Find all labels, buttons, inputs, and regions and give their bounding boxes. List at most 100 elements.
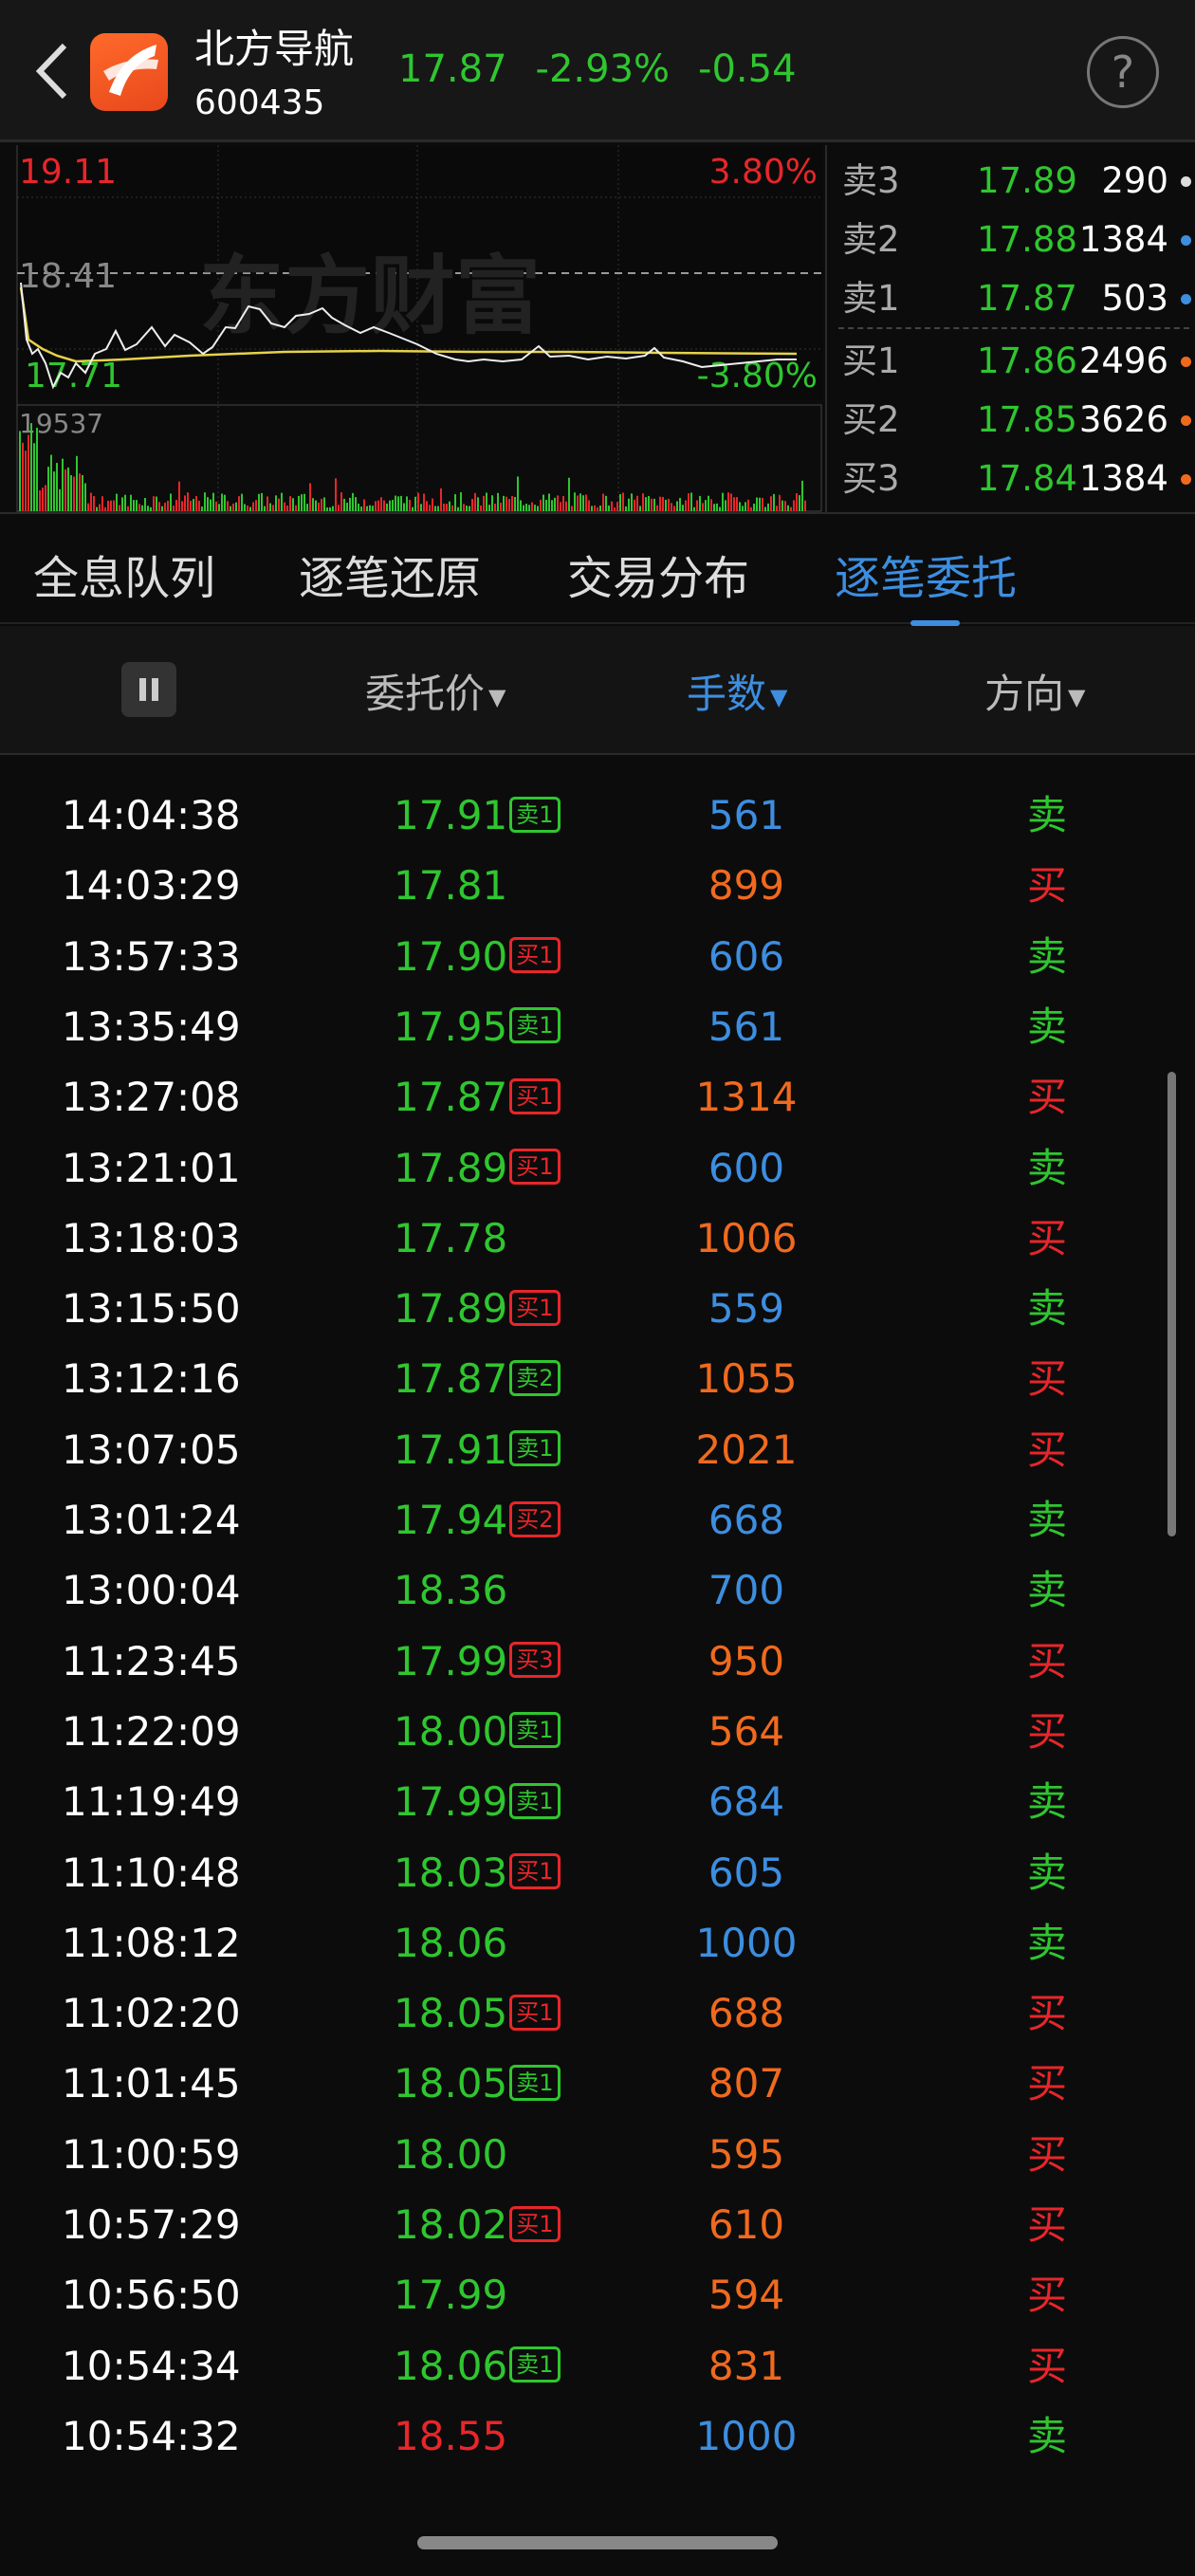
volume-bar bbox=[500, 502, 502, 511]
home-indicator[interactable] bbox=[417, 2536, 778, 2549]
volume-bar bbox=[249, 506, 251, 511]
tab-full-queue[interactable]: 全息队列 bbox=[33, 552, 216, 605]
volume-bar bbox=[745, 502, 746, 511]
order-price: 17.89 买1 bbox=[394, 1274, 561, 1344]
volume-bar bbox=[690, 492, 692, 511]
table-row[interactable]: 11:08:12 18.06 1000 卖 bbox=[0, 1908, 1186, 1978]
volume-bar bbox=[702, 503, 704, 511]
level-badge: 卖2 bbox=[509, 1359, 561, 1396]
table-row[interactable]: 14:04:38 17.91 卖1 561 卖 bbox=[0, 781, 1186, 851]
level-badge: 买1 bbox=[509, 1077, 561, 1114]
table-row[interactable]: 11:19:49 17.99 卖1 684 卖 bbox=[0, 1767, 1186, 1837]
level-badge: 卖1 bbox=[509, 2064, 561, 2101]
volume-bar bbox=[158, 502, 160, 511]
table-row[interactable]: 13:57:33 17.90 买1 606 卖 bbox=[0, 922, 1186, 992]
volume-bar bbox=[346, 503, 348, 511]
high-price-label: 19.11 bbox=[19, 153, 117, 192]
order-direction: 买 bbox=[1027, 2272, 1068, 2319]
order-qty: 610 bbox=[708, 2201, 785, 2248]
intraday-chart[interactable]: 东方财富 19.11 3.80% 18.41 17.71 -3.80% 1953… bbox=[0, 145, 823, 512]
table-row[interactable]: 10:56:50 17.99 594 买 bbox=[0, 2260, 1186, 2330]
order-qty: 594 bbox=[708, 2272, 785, 2319]
stock-code: 600435 bbox=[194, 83, 325, 122]
volume-bar bbox=[218, 504, 220, 511]
level-badge: 卖1 bbox=[509, 1782, 561, 1819]
order-time: 13:57:33 bbox=[62, 932, 241, 980]
table-row[interactable]: 13:18:03 17.78 1006 买 bbox=[0, 1204, 1186, 1274]
volume-bar bbox=[173, 506, 175, 511]
tab-tick-restore[interactable]: 逐笔还原 bbox=[299, 552, 482, 605]
volume-bar bbox=[64, 469, 66, 511]
dot-icon bbox=[1181, 415, 1191, 426]
orderbook-row: 卖2 17.88 1384 bbox=[835, 212, 1195, 268]
volume-bar bbox=[241, 493, 243, 511]
table-row[interactable]: 11:00:59 18.00 595 买 bbox=[0, 2120, 1186, 2190]
order-direction: 买 bbox=[1027, 862, 1068, 910]
sort-down-icon: ▼ bbox=[488, 683, 506, 710]
volume-bar bbox=[119, 505, 120, 511]
table-row[interactable]: 10:54:34 18.06 卖1 831 买 bbox=[0, 2331, 1186, 2401]
table-row[interactable]: 10:54:32 18.55 1000 卖 bbox=[0, 2401, 1186, 2472]
help-icon[interactable]: ? bbox=[1087, 36, 1159, 108]
price-value: 17.91 bbox=[394, 1426, 508, 1473]
table-row[interactable]: 13:35:49 17.95 卖1 561 卖 bbox=[0, 992, 1186, 1062]
dot-icon bbox=[1181, 294, 1191, 304]
volume-bar bbox=[332, 506, 334, 511]
tab-tick-orders[interactable]: 逐笔委托 bbox=[835, 552, 1018, 605]
order-list[interactable]: 14:04:38 17.91 卖1 561 卖 14:03:29 17.81 899 买 13:5… bbox=[0, 757, 1195, 2502]
volume-bar bbox=[190, 500, 192, 511]
order-direction: 卖 bbox=[1027, 2412, 1068, 2459]
volume-bar bbox=[597, 506, 598, 511]
order-qty: 564 bbox=[708, 1707, 785, 1755]
volume-bar bbox=[625, 506, 627, 511]
back-chevron-icon[interactable] bbox=[28, 38, 76, 104]
volume-bar bbox=[440, 488, 442, 511]
table-row[interactable]: 11:01:45 18.05 卖1 807 买 bbox=[0, 2049, 1186, 2119]
volume-bar bbox=[153, 496, 155, 511]
scrollbar[interactable] bbox=[1167, 1072, 1176, 1536]
table-row[interactable]: 11:22:09 18.00 卖1 564 买 bbox=[0, 1697, 1186, 1767]
tab-trade-distribution[interactable]: 交易分布 bbox=[567, 552, 750, 605]
volume-bar bbox=[338, 505, 340, 511]
table-row[interactable]: 13:21:01 17.89 买1 600 卖 bbox=[0, 1133, 1186, 1204]
volume-bar bbox=[144, 498, 146, 511]
table-row[interactable]: 13:07:05 17.91 卖1 2021 买 bbox=[0, 1415, 1186, 1485]
table-row[interactable]: 11:02:20 18.05 买1 688 买 bbox=[0, 1978, 1186, 2049]
price-value: 18.36 bbox=[394, 1567, 508, 1614]
volume-bar bbox=[377, 500, 379, 511]
volume-bar bbox=[699, 495, 701, 511]
table-row[interactable]: 13:00:04 18.36 700 卖 bbox=[0, 1555, 1186, 1626]
tab-bar: 全息队列 逐笔还原 交易分布 逐笔委托 bbox=[0, 512, 1195, 626]
price-value: 17.78 bbox=[394, 1214, 508, 1261]
sort-direction[interactable]: 方向 ▼ bbox=[984, 662, 1085, 720]
table-row[interactable]: 14:03:29 17.81 899 买 bbox=[0, 851, 1186, 921]
volume-bar bbox=[303, 493, 305, 511]
sort-qty[interactable]: 手数 ▼ bbox=[687, 662, 787, 720]
sort-price[interactable]: 委托价 ▼ bbox=[365, 662, 506, 720]
table-row[interactable]: 13:01:24 17.94 买2 668 卖 bbox=[0, 1485, 1186, 1555]
level-badge: 买1 bbox=[509, 1994, 561, 2031]
table-row[interactable]: 10:57:29 18.02 买1 610 买 bbox=[0, 2190, 1186, 2260]
volume-bar bbox=[497, 492, 499, 511]
table-row[interactable]: 13:15:50 17.89 买1 559 卖 bbox=[0, 1274, 1186, 1344]
volume-bar bbox=[506, 496, 507, 511]
volume-bar bbox=[201, 506, 203, 511]
order-qty: 561 bbox=[708, 792, 785, 838]
price-value: 17.89 bbox=[394, 1285, 508, 1333]
volume-bar bbox=[525, 504, 527, 511]
table-row[interactable]: 11:10:48 18.03 买1 605 卖 bbox=[0, 1838, 1186, 1908]
change-pct: -2.93% bbox=[535, 47, 671, 91]
price-value: 17.87 bbox=[394, 1074, 508, 1121]
volume-bar bbox=[397, 496, 399, 511]
order-direction: 买 bbox=[1027, 2060, 1068, 2107]
level-price: 17.86 bbox=[977, 340, 1077, 381]
volume-bar bbox=[244, 504, 246, 511]
table-row[interactable]: 13:12:16 17.87 卖2 1055 买 bbox=[0, 1344, 1186, 1414]
column-header: 委托价 ▼ 手数 ▼ 方向 ▼ bbox=[0, 626, 1195, 755]
table-row[interactable]: 13:27:08 17.87 买1 1314 买 bbox=[0, 1062, 1186, 1132]
table-row[interactable]: 11:23:45 17.99 买3 950 买 bbox=[0, 1627, 1186, 1697]
volume-bar bbox=[363, 499, 365, 511]
pause-icon[interactable] bbox=[121, 662, 176, 717]
volume-bar bbox=[147, 506, 149, 511]
volume-bar bbox=[432, 498, 433, 511]
